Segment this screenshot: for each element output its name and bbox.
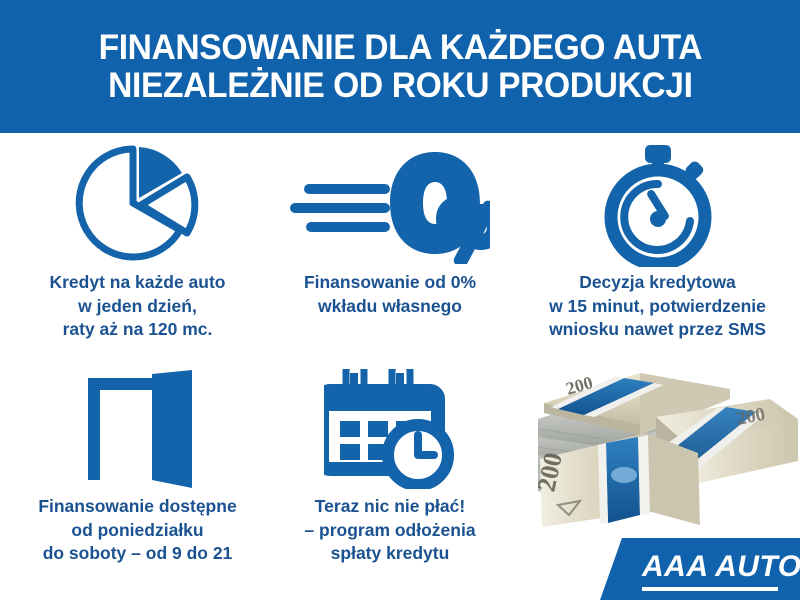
logo-underline (642, 587, 778, 591)
stopwatch-icon (595, 141, 721, 269)
pie-chart-icon (63, 141, 213, 269)
caption-line: do soboty – od 9 do 21 (42, 543, 233, 564)
feature-caption-zero-percent: Finansowanie od 0% wkładu własnego (304, 271, 476, 318)
caption-line: Teraz nic nie płać! (314, 496, 466, 516)
aaa-auto-logo: AAA AUTO (600, 538, 800, 600)
header-title-line-1: FINANSOWANIE DLA KAŻDEGO AUTA (98, 27, 702, 67)
feature-caption-deferred-payment: Teraz nic nie płać! – program odłożenia … (304, 495, 475, 566)
feature-item-decision-time: Decyzja kredytowa w 15 minut, potwierdze… (515, 141, 800, 342)
header-banner: FINANSOWANIE DLA KAŻDEGO AUTA NIEZALEŻNI… (0, 0, 800, 133)
feature-caption-opening-hours: Finansowanie dostępne od poniedziałku do… (38, 495, 236, 566)
feature-item-opening-hours: Finansowanie dostępne od poniedziałku do… (0, 365, 275, 566)
header-title-line-2: NIEZALEŻNIE OD ROKU PRODUKCJI (107, 65, 693, 105)
feature-item-deferred-payment: Teraz nic nie płać! – program odłożenia … (265, 365, 515, 566)
feature-grid: Kredyt na każde auto w jeden dzień, raty… (0, 133, 800, 600)
caption-line: wniosku nawet przez SMS (549, 319, 766, 340)
caption-line: od poniedziałku (71, 519, 204, 540)
caption-line: Decyzja kredytowa (579, 272, 736, 292)
caption-line: Finansowanie dostępne (38, 496, 237, 516)
feature-caption-credit: Kredyt na każde auto w jeden dzień, raty… (49, 271, 225, 342)
caption-line: – program odłożenia (304, 519, 476, 540)
zero-percent-icon (290, 141, 490, 269)
feature-item-zero-percent: Finansowanie od 0% wkładu własnego (265, 141, 515, 318)
logo-text: AAA AUTO (642, 550, 800, 583)
caption-line: wkładu własnego (318, 295, 462, 316)
caption-line: raty aż na 120 mc. (62, 319, 213, 340)
feature-item-credit: Kredyt na każde auto w jeden dzień, raty… (0, 141, 275, 342)
banknote-stacks-image: 200 200 200 (520, 355, 800, 530)
caption-line: Finansowanie od 0% (303, 272, 477, 292)
calendar-clock-icon (324, 365, 456, 493)
caption-line: w jeden dzień, (78, 295, 197, 316)
caption-line: w 15 minut, potwierdzenie (549, 295, 766, 316)
open-door-icon (70, 365, 206, 493)
caption-line: Kredyt na każde auto (49, 272, 226, 292)
caption-line: spłaty kredytu (330, 543, 450, 564)
feature-caption-decision-time: Decyzja kredytowa w 15 minut, potwierdze… (549, 271, 766, 342)
